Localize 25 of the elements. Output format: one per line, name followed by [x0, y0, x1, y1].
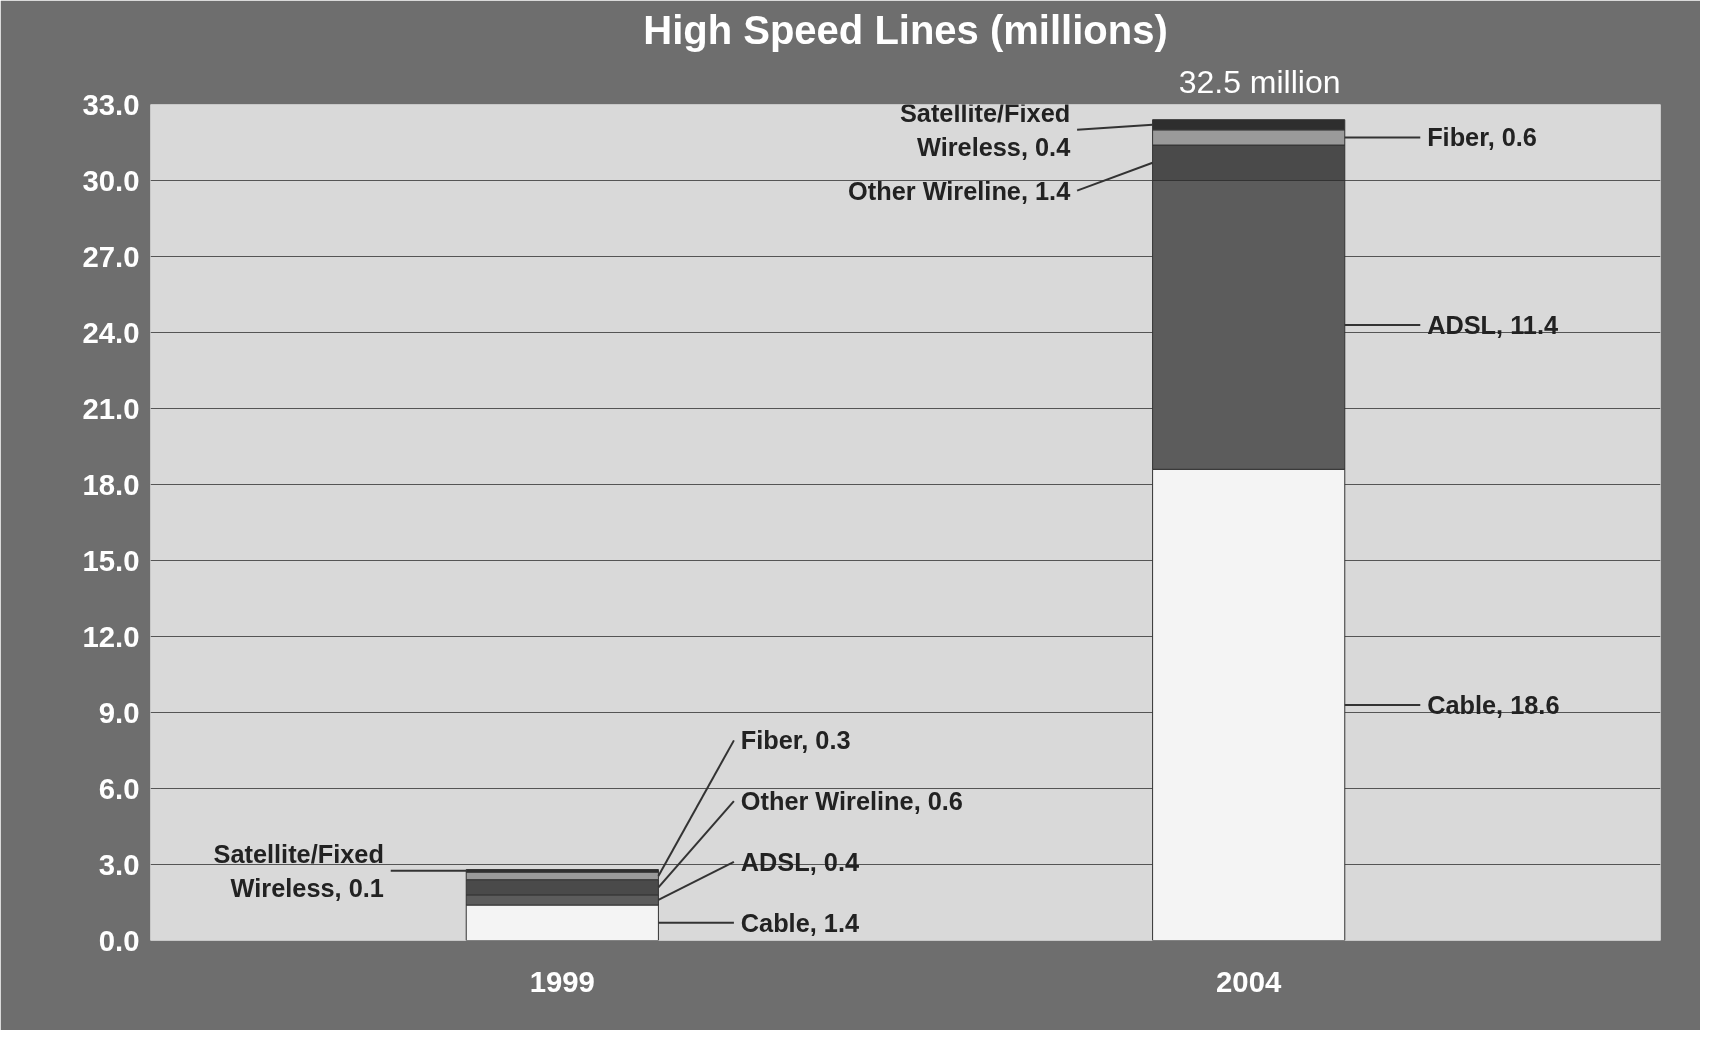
- x-tick-label: 1999: [529, 964, 595, 998]
- y-tick-label: 30.0: [82, 163, 140, 197]
- data-label: Fiber, 0.3: [740, 726, 851, 755]
- data-label: Satellite/Fixed Wireless, 0.1: [213, 840, 384, 902]
- data-label: Fiber, 0.6: [1427, 123, 1537, 152]
- data-label: ADSL, 11.4: [1427, 310, 1559, 339]
- y-tick-label: 24.0: [82, 315, 140, 349]
- y-tick-label: 15.0: [82, 543, 140, 577]
- y-tick-label: 18.0: [82, 467, 140, 501]
- text: 32.5 million: [1178, 63, 1341, 100]
- y-tick-label: 21.0: [82, 391, 140, 425]
- y-tick-label: 27.0: [82, 239, 140, 273]
- chart-title: High Speed Lines (millions): [643, 7, 1168, 52]
- y-tick-label: 12.0: [82, 619, 140, 653]
- data-label: Cable, 1.4: [740, 908, 860, 937]
- y-tick-label: 33.0: [82, 87, 140, 121]
- y-tick-label: 0.0: [98, 923, 140, 957]
- data-label: Satellite/Fixed Wireless, 0.4: [899, 99, 1071, 161]
- x-tick-label: 2004: [1216, 964, 1282, 998]
- data-label: Cable, 18.6: [1427, 690, 1560, 719]
- y-tick-label: 6.0: [98, 771, 140, 805]
- y-tick-label: 3.0: [98, 847, 140, 881]
- data-label: Other Wireline, 0.6: [740, 787, 963, 816]
- data-label: Other Wireline, 1.4: [848, 176, 1071, 205]
- y-tick-label: 9.0: [98, 695, 140, 729]
